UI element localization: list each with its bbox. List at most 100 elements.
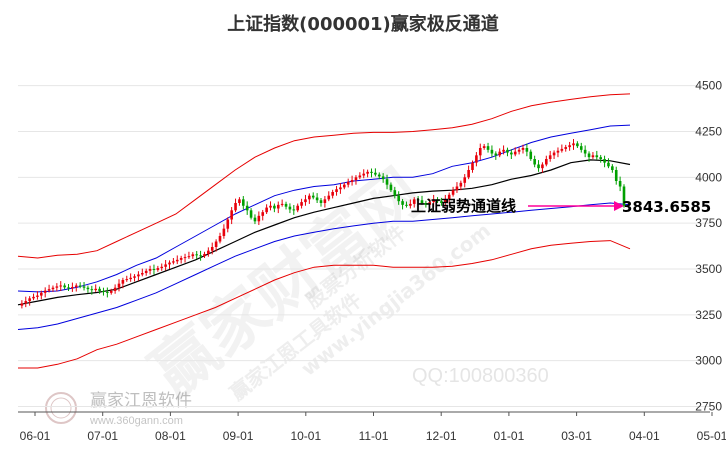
- candle-body: [207, 250, 210, 254]
- candle-body: [552, 152, 556, 156]
- candle-body: [618, 181, 622, 187]
- candle-body: [537, 164, 540, 169]
- candle-body: [265, 207, 268, 213]
- candle-body: [269, 205, 272, 208]
- candle-body: [506, 149, 509, 153]
- brand-seal-logo: [45, 392, 77, 424]
- candle-body: [478, 148, 482, 156]
- candle-body: [323, 199, 327, 203]
- x-tick-label: 05-01: [697, 429, 726, 443]
- candle-body: [564, 147, 568, 149]
- candle-body: [389, 184, 393, 191]
- candle-body: [133, 276, 136, 278]
- candle-body: [152, 269, 156, 270]
- candlesticks: [20, 139, 626, 309]
- y-axis: 2750 3000 3250 3500 3750 4000 4250 4500: [695, 79, 722, 414]
- candle-body: [199, 255, 202, 257]
- candle-body: [230, 210, 233, 220]
- candle-body: [144, 270, 148, 274]
- candle-body: [451, 190, 455, 195]
- candle-body: [175, 259, 179, 262]
- candle-body: [521, 148, 525, 150]
- candle-body: [59, 285, 63, 287]
- candle-body: [129, 277, 132, 280]
- x-tick-label: 08-01: [155, 429, 186, 443]
- chart-title: 上证指数(000001)赢家极反通道: [227, 13, 499, 35]
- x-tick-label: 04-01: [629, 429, 660, 443]
- candle-body: [218, 236, 222, 242]
- candle-body: [611, 166, 614, 170]
- candle-body: [529, 151, 533, 159]
- grid-lines: [18, 85, 710, 407]
- candle-body: [187, 256, 191, 258]
- candle-body: [210, 247, 214, 251]
- candle-body: [533, 159, 536, 165]
- candle-body: [377, 174, 381, 177]
- candle-body: [203, 253, 206, 257]
- candle-body: [261, 212, 265, 216]
- candle-body: [156, 268, 160, 270]
- candle-body: [416, 199, 420, 201]
- candle-body: [43, 290, 47, 293]
- x-tick-label: 01-01: [494, 429, 525, 443]
- x-tick-label: 11-01: [359, 429, 389, 443]
- y-tick-label: 3750: [695, 216, 722, 230]
- candle-body: [94, 288, 97, 291]
- x-tick-label: 06-01: [20, 429, 51, 443]
- candle-body: [397, 195, 400, 202]
- candle-body: [370, 171, 373, 173]
- candle-body: [513, 151, 517, 155]
- candle-body: [86, 287, 90, 290]
- candle-body: [308, 195, 311, 200]
- y-tick-label: 4000: [695, 170, 722, 184]
- candle-body: [55, 286, 59, 288]
- candle-body: [90, 289, 94, 291]
- candle-body: [362, 173, 366, 176]
- candle-body: [98, 288, 101, 291]
- candle-body: [245, 205, 249, 211]
- candle-body: [249, 210, 253, 218]
- candle-body: [113, 287, 117, 291]
- candle-body: [525, 148, 529, 152]
- candle-body: [614, 170, 618, 181]
- candle-body: [63, 285, 66, 288]
- candle-body: [381, 176, 385, 180]
- candle-body: [121, 280, 125, 284]
- candle-body: [296, 205, 299, 211]
- x-tick-label: 12-01: [426, 429, 457, 443]
- candle-body: [335, 189, 338, 192]
- candle-body: [498, 151, 501, 156]
- candle-body: [172, 261, 175, 263]
- candle-body: [102, 291, 105, 292]
- channel-annotation: 上证弱势通道线 3843.6585: [411, 197, 711, 216]
- candle-body: [74, 285, 78, 287]
- y-tick-label: 4500: [695, 79, 722, 93]
- candle-body: [109, 291, 113, 293]
- candle-body: [354, 177, 358, 181]
- candle-body: [548, 155, 552, 159]
- mid-line: [17, 159, 631, 306]
- candle-body: [327, 195, 331, 200]
- candle-body: [214, 241, 218, 247]
- candle-body: [409, 203, 412, 206]
- candle-body: [311, 195, 315, 198]
- candle-body: [494, 153, 498, 156]
- candle-body: [288, 206, 292, 210]
- candle-body: [440, 201, 443, 203]
- candle-body: [339, 187, 342, 190]
- watermark-brand-url: www.360gann.com: [89, 415, 183, 427]
- candle-body: [622, 186, 626, 206]
- candle-body: [576, 143, 579, 147]
- candle-body: [273, 205, 276, 209]
- candle-body: [475, 155, 478, 163]
- candle-body: [183, 257, 187, 259]
- candle-body: [517, 149, 521, 152]
- candle-body: [385, 179, 389, 185]
- annotation-label: 上证弱势通道线: [411, 197, 516, 215]
- candle-body: [36, 295, 39, 297]
- candle-body: [24, 301, 28, 304]
- y-tick-label: 3500: [695, 262, 722, 276]
- candle-body: [300, 202, 303, 206]
- channel-bands: [17, 93, 631, 369]
